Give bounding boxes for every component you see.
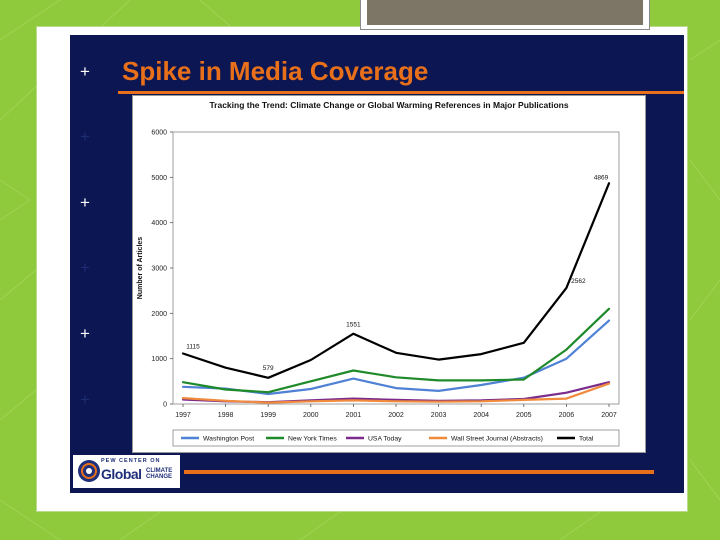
- y-tick-label-3: 3000: [151, 266, 167, 273]
- x-tick-label-7: 2004: [473, 412, 489, 419]
- series-line-wall-street-journal-abstracts-: [181, 382, 611, 404]
- footer-bar: [184, 470, 654, 474]
- legend-label-1: New York Times: [288, 436, 337, 443]
- series-line-washington-post: [181, 319, 611, 396]
- bullet-plus-6: +: [80, 390, 90, 409]
- x-tick-label-0: 1997: [175, 412, 191, 419]
- data-label-1: 579: [263, 365, 274, 372]
- logo-line2: Global: [101, 466, 142, 482]
- chart-title: Tracking the Trend: Climate Change or Gl…: [209, 100, 568, 110]
- pew-center-logo: PEW CENTER ON Global CLIMATE CHANGE: [73, 455, 180, 488]
- legend-label-3: Wall Street Journal (Abstracts): [451, 436, 543, 443]
- x-tick-label-6: 2003: [431, 412, 447, 419]
- data-label-4: 4869: [594, 174, 609, 181]
- bullet-plus-1: +: [80, 62, 90, 81]
- x-tick-label-4: 2001: [346, 412, 362, 419]
- y-axis-label: Number of Articles: [137, 237, 144, 299]
- series-line-total: [181, 182, 611, 379]
- bullet-plus-3: +: [80, 193, 90, 212]
- legend-label-2: USA Today: [368, 436, 402, 443]
- x-tick-label-3: 2000: [303, 412, 319, 419]
- logo-line3b: CHANGE: [146, 474, 173, 480]
- y-tick-label-6: 6000: [151, 130, 167, 137]
- logo-line3a: CLIMATE: [146, 468, 173, 474]
- legend-box: [172, 429, 620, 447]
- series-line-new-york-times: [181, 307, 611, 394]
- data-label-2: 1551: [346, 322, 361, 329]
- decorative-tab: [360, 0, 650, 30]
- x-tick-label-9: 2006: [559, 412, 575, 419]
- globe-icon: [78, 460, 100, 482]
- x-tick-label-10: 2007: [601, 412, 617, 419]
- x-tick-label-1: 1998: [218, 412, 234, 419]
- legend-label-4: Total: [579, 436, 594, 443]
- chart-panel: Tracking the Trend: Climate Change or Gl…: [132, 95, 646, 453]
- data-label-0: 1115: [186, 343, 200, 350]
- logo-line1: PEW CENTER: [101, 458, 148, 464]
- bullet-plus-2: +: [80, 127, 90, 146]
- x-tick-label-8: 2005: [516, 412, 532, 419]
- logo-line1b: ON: [150, 458, 161, 464]
- x-tick-label-5: 2002: [388, 412, 404, 419]
- x-tick-label-2: 1999: [260, 412, 276, 419]
- legend-label-0: Washington Post: [203, 436, 254, 443]
- y-tick-label-4: 4000: [151, 220, 167, 227]
- y-tick-label-1: 1000: [151, 356, 167, 363]
- bullet-plus-4: +: [80, 258, 90, 277]
- y-tick-label-2: 2000: [151, 311, 167, 318]
- y-tick-label-0: 0: [163, 402, 167, 409]
- plot-area: [172, 131, 620, 405]
- title-underline: [118, 91, 684, 94]
- line-chart: Tracking the Trend: Climate Change or Gl…: [137, 100, 620, 447]
- bullet-plus-5: +: [80, 324, 90, 343]
- y-tick-label-5: 5000: [151, 175, 167, 182]
- data-label-3: 2562: [571, 278, 586, 285]
- slide-title: Spike in Media Coverage: [122, 56, 429, 86]
